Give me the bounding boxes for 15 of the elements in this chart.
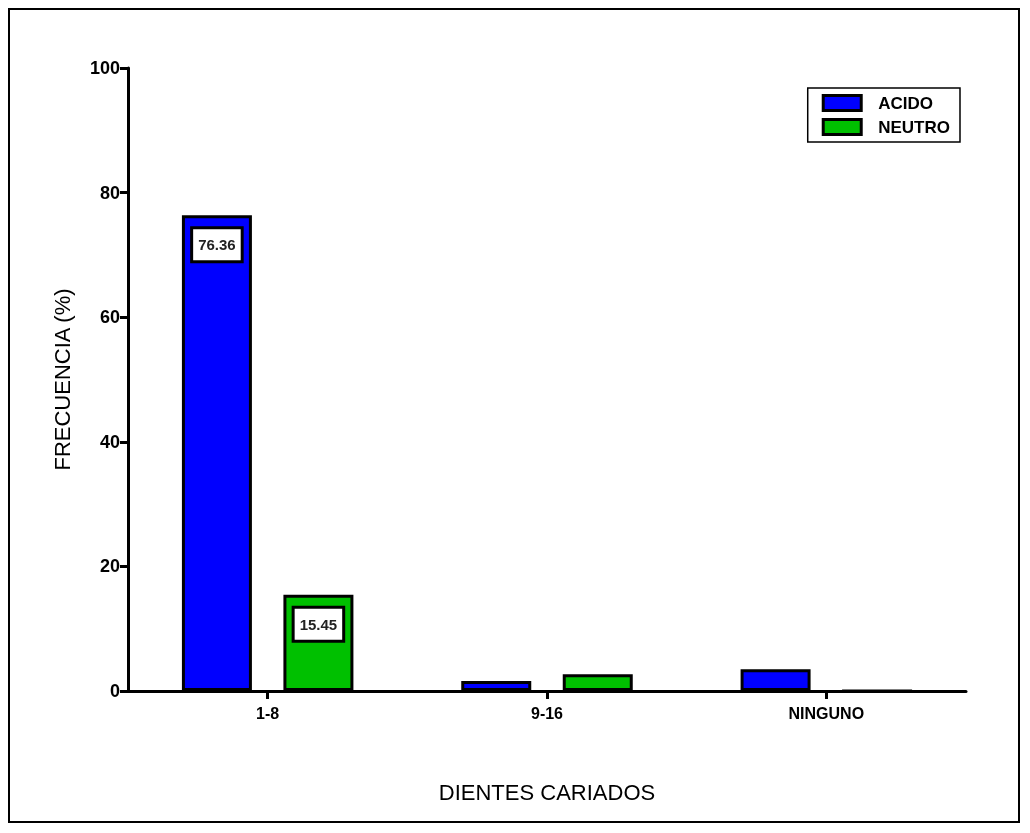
y-tick-label: 100 bbox=[89, 58, 120, 78]
x-tick-label: NINGUNO bbox=[788, 704, 865, 722]
x-tick-label: 9-16 bbox=[530, 704, 564, 722]
y-tick-label: 60 bbox=[99, 307, 120, 328]
legend-label: NEUTRO bbox=[878, 117, 950, 137]
data-label: 76.36 bbox=[198, 236, 236, 254]
data-label: 15.45 bbox=[299, 615, 338, 633]
y-tick-label: 0 bbox=[109, 681, 120, 701]
y-axis-title: FRECUENCIA (%) bbox=[49, 288, 75, 471]
y-tick-label: 40 bbox=[99, 431, 120, 452]
y-tick-label: 20 bbox=[99, 556, 120, 577]
x-tick-label: 1-8 bbox=[256, 704, 280, 722]
x-axis-title: DIENTES CARIADOS bbox=[438, 779, 656, 805]
legend-label: ACIDO bbox=[878, 93, 933, 113]
y-tick-label: 80 bbox=[99, 182, 120, 203]
